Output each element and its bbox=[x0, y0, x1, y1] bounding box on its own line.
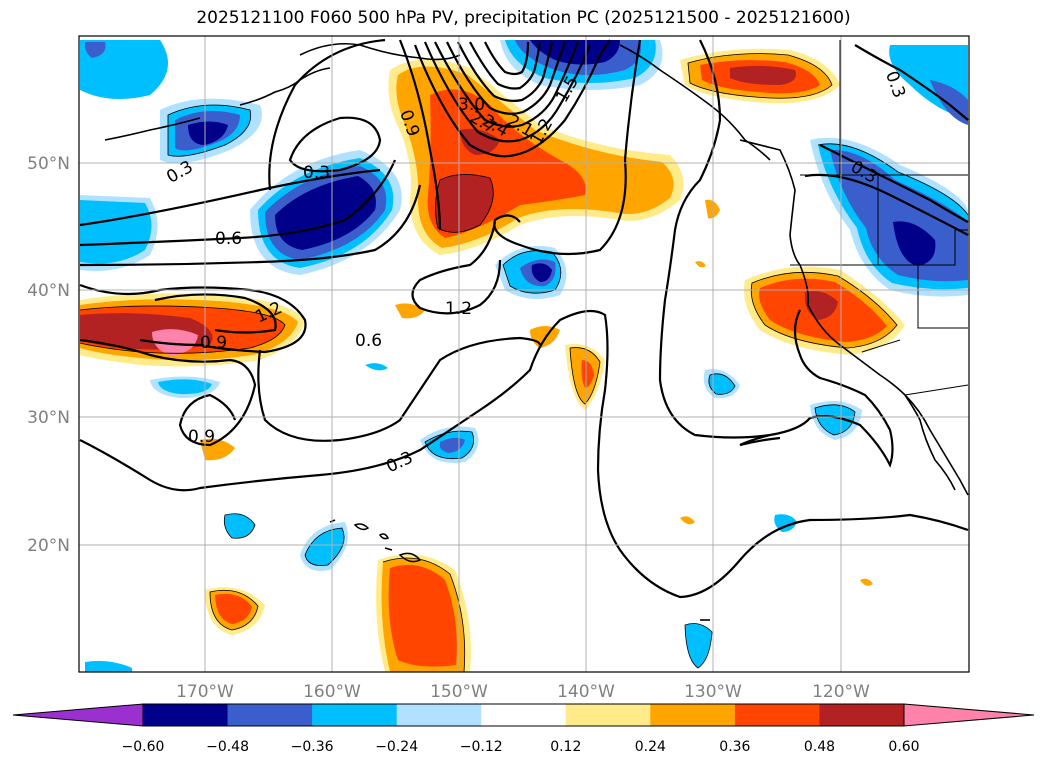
colorbar-tick-label: 0.12 bbox=[550, 739, 581, 755]
lon-label-130w: 130°W bbox=[684, 682, 742, 702]
colorbar-tick-label: 0.36 bbox=[719, 739, 750, 755]
lon-label-120w: 120°W bbox=[812, 682, 870, 702]
colorbar-swatch bbox=[396, 704, 482, 726]
hawaiian-islands bbox=[329, 519, 422, 563]
lon-label-170w: 170°W bbox=[176, 682, 234, 702]
colorbar-tick-label: 0.24 bbox=[635, 739, 666, 755]
latitude-labels: 50°N 40°N 30°N 20°N bbox=[27, 154, 70, 556]
lon-label-140w: 140°W bbox=[557, 682, 615, 702]
colorbar-tick-label: 0.60 bbox=[888, 739, 919, 755]
colorbar-tick-label: −0.24 bbox=[375, 739, 418, 755]
colorbar-swatch bbox=[650, 704, 736, 726]
colorbar-swatch bbox=[734, 704, 820, 726]
contour-label: 0.6 bbox=[215, 229, 242, 249]
pv-contours bbox=[79, 38, 969, 599]
lon-label-160w: 160°W bbox=[303, 682, 361, 702]
coastlines bbox=[104, 42, 969, 621]
colorbar-extend-low bbox=[12, 703, 144, 727]
lat-label-30n: 30°N bbox=[27, 408, 70, 428]
colorbar-frame bbox=[142, 703, 905, 727]
plot-area: 0.3 0.6 0.9 1.2 1.5 2.1 2.4 2.7 3.0 0.3 … bbox=[79, 36, 969, 672]
colorbar-swatch bbox=[227, 704, 313, 726]
contour-label: 3.0 bbox=[458, 95, 485, 115]
contour-label: 0.9 bbox=[200, 333, 227, 353]
lat-label-20n: 20°N bbox=[27, 536, 70, 556]
map-title: 2025121100 F060 500 hPa PV, precipitatio… bbox=[196, 8, 851, 28]
contour-label: 0.3 bbox=[383, 448, 416, 478]
contour-label: 0.6 bbox=[355, 331, 382, 351]
lat-label-40n: 40°N bbox=[27, 281, 70, 301]
plot-frame bbox=[78, 35, 970, 673]
colorbar-tick-label: −0.48 bbox=[206, 739, 249, 755]
gridlines bbox=[79, 36, 969, 672]
colorbar-tick-label: −0.36 bbox=[291, 739, 334, 755]
colorbar-swatch bbox=[819, 704, 905, 726]
colorbar: −0.60 −0.48 −0.36 −0.24 −0.12 0.12 0.24 0.36 0.4… bbox=[12, 703, 1035, 755]
colorbar-extend-high bbox=[903, 703, 1035, 727]
anomaly-outlines bbox=[79, 53, 969, 672]
colorbar-tick-label: −0.60 bbox=[122, 739, 165, 755]
lon-label-150w: 150°W bbox=[430, 682, 488, 702]
colorbar-swatch bbox=[565, 704, 651, 726]
colorbar-tick-label: 0.48 bbox=[804, 739, 835, 755]
contour-label: 0.9 bbox=[188, 427, 215, 447]
lat-label-50n: 50°N bbox=[27, 154, 70, 174]
negative-anomalies bbox=[80, 40, 968, 672]
colorbar-swatch bbox=[312, 704, 398, 726]
colorbar-swatch bbox=[481, 704, 567, 726]
longitude-labels: 170°W 160°W 150°W 140°W 130°W 120°W bbox=[176, 682, 870, 702]
colorbar-swatch bbox=[143, 704, 229, 726]
contour-label: 0.3 bbox=[303, 163, 330, 183]
colorbar-tick-label: −0.12 bbox=[460, 739, 503, 755]
contour-label: 1.2 bbox=[445, 299, 472, 319]
